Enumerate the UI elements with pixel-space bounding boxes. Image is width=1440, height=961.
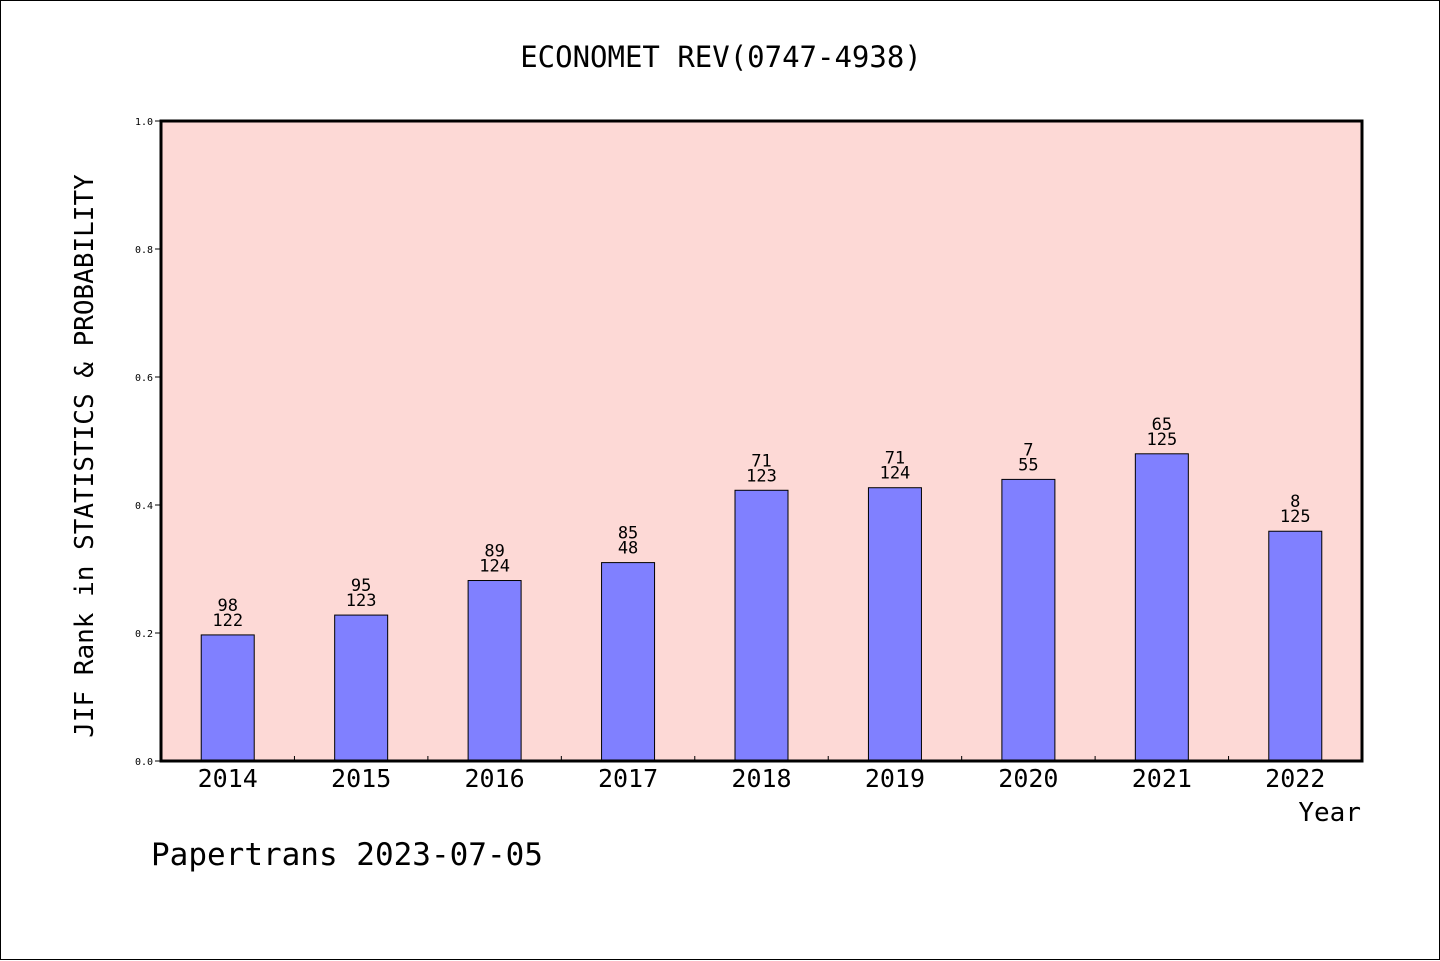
x-axis-label: Year <box>1298 798 1361 828</box>
bar-rank-label: 65 <box>1152 415 1172 435</box>
x-tick-label: 2022 <box>1265 764 1325 793</box>
bar-total-label: 125 <box>1146 430 1177 450</box>
bar-2016 <box>467 580 522 762</box>
x-tick-label: 2014 <box>198 764 258 793</box>
bar-2021 <box>1134 453 1189 762</box>
bar-total-label: 122 <box>212 611 243 631</box>
x-axis: 2014 2015 2016 2017 2018 2019 2020 2021 2022 <box>198 756 1325 793</box>
bar-rank-label: 95 <box>351 576 371 596</box>
bar-2019 <box>867 487 922 762</box>
x-tick-label: 2021 <box>1132 764 1192 793</box>
bar-rank-label: 85 <box>618 524 638 544</box>
y-axis: 0.0 0.2 0.4 0.6 0.8 1.0 <box>135 117 161 768</box>
bar-2014 <box>200 634 255 762</box>
x-tick-label: 2017 <box>598 764 658 793</box>
bar-total-label: 123 <box>746 466 777 486</box>
bar-total-label: 124 <box>479 557 510 577</box>
bar-rank-label: 98 <box>217 596 237 616</box>
x-tick-label: 2016 <box>465 764 525 793</box>
bar-rank-label: 71 <box>751 451 771 471</box>
bar-total-label: 125 <box>1280 507 1311 527</box>
bar-2018 <box>734 489 789 762</box>
bar-rank-label: 7 <box>1023 440 1033 460</box>
footer-text: Papertrans 2023-07-05 <box>151 837 543 873</box>
bar-2020 <box>1001 478 1056 762</box>
y-tick-label: 1.0 <box>135 117 153 128</box>
bars-group <box>200 453 1323 762</box>
bar-2015 <box>334 614 389 762</box>
bar-labels-group: 9812295123891248548711237112475565125812… <box>212 415 1310 631</box>
bar-total-label: 123 <box>346 591 377 611</box>
y-tick-label: 0.8 <box>135 245 153 256</box>
bar-total-label: 55 <box>1018 455 1038 475</box>
y-tick-label: 0.2 <box>135 629 153 640</box>
y-tick-label: 0.4 <box>135 501 153 512</box>
bar-2022 <box>1268 530 1323 762</box>
chart-title: ECONOMET REV(0747-4938) <box>520 40 922 74</box>
x-tick-label: 2020 <box>998 764 1058 793</box>
bar-2017 <box>601 562 656 762</box>
x-tick-label: 2015 <box>331 764 391 793</box>
y-axis-label: JIF Rank in STATISTICS & PROBABILITY <box>70 174 100 738</box>
y-tick-label: 0.0 <box>135 757 153 768</box>
bar-rank-label: 89 <box>484 542 504 562</box>
bar-total-label: 48 <box>618 539 638 559</box>
x-tick-label: 2018 <box>731 764 791 793</box>
x-tick-label: 2019 <box>865 764 925 793</box>
y-tick-label: 0.6 <box>135 373 153 384</box>
bar-rank-label: 71 <box>885 449 905 469</box>
bar-total-label: 124 <box>880 464 911 484</box>
plot-border <box>159 119 1364 763</box>
bar-rank-label: 8 <box>1290 492 1300 512</box>
